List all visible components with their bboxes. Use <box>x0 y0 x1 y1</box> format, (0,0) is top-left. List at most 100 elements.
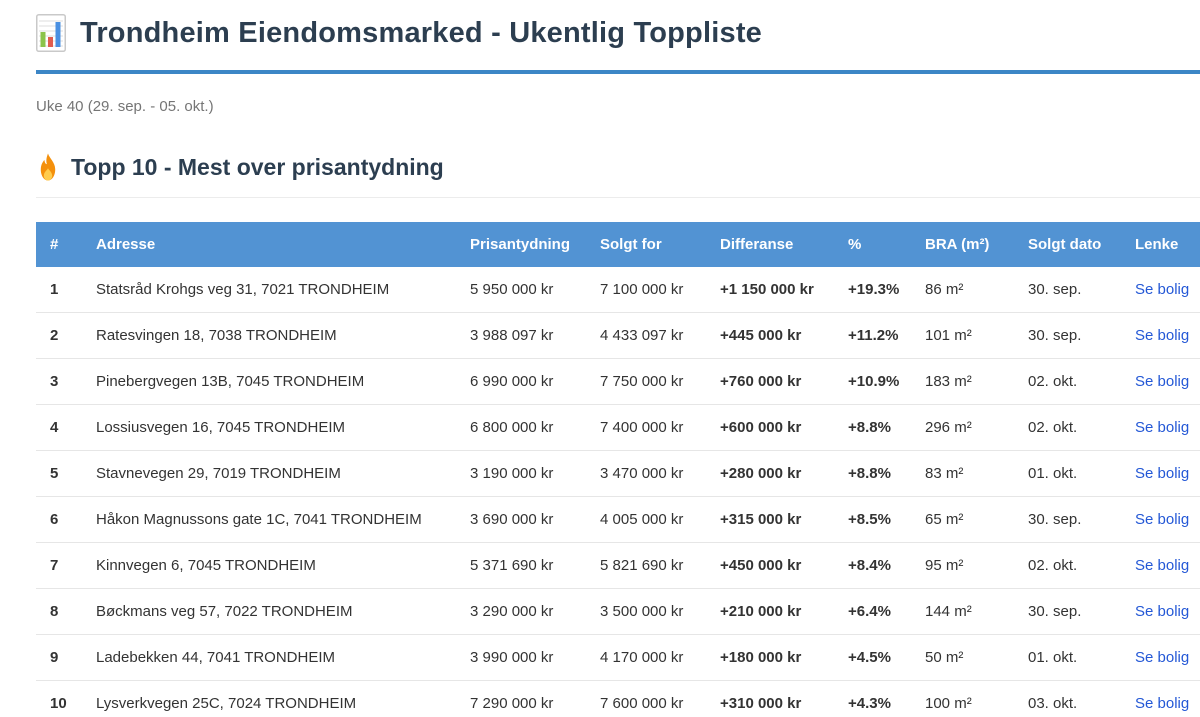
row-rank: 3 <box>36 358 96 405</box>
row-solgt-for: 5 821 690 kr <box>600 542 720 589</box>
table-row: 2 Ratesvingen 18, 7038 TRONDHEIM 3 988 0… <box>36 312 1200 359</box>
row-lenke-cell: Se bolig <box>1135 404 1200 451</box>
row-solgt-for: 4 433 097 kr <box>600 312 720 359</box>
row-bra: 100 m² <box>925 680 1028 717</box>
row-pct: +6.4% <box>848 588 925 635</box>
row-pct: +4.5% <box>848 634 925 681</box>
se-bolig-link[interactable]: Se bolig <box>1135 419 1190 436</box>
row-adresse: Bøckmans veg 57, 7022 TRONDHEIM <box>96 588 470 635</box>
se-bolig-link[interactable]: Se bolig <box>1135 695 1190 712</box>
header-divider <box>36 70 1200 74</box>
row-differanse: +600 000 kr <box>720 404 848 451</box>
row-differanse: +1 150 000 kr <box>720 267 848 313</box>
row-bra: 144 m² <box>925 588 1028 635</box>
row-pct: +10.9% <box>848 358 925 405</box>
table-header: # Adresse Prisantydning Solgt for Differ… <box>36 222 1200 267</box>
table-row: 3 Pinebergvegen 13B, 7045 TRONDHEIM 6 99… <box>36 358 1200 405</box>
row-differanse: +180 000 kr <box>720 634 848 681</box>
col-header-bra: BRA (m²) <box>925 222 1028 267</box>
row-pct: +8.8% <box>848 404 925 451</box>
table-row: 10 Lysverkvegen 25C, 7024 TRONDHEIM 7 29… <box>36 680 1200 717</box>
row-bra: 296 m² <box>925 404 1028 451</box>
row-rank: 9 <box>36 634 96 681</box>
se-bolig-link[interactable]: Se bolig <box>1135 557 1190 574</box>
row-adresse: Lossiusvegen 16, 7045 TRONDHEIM <box>96 404 470 451</box>
row-rank: 1 <box>36 267 96 313</box>
row-prisantydning: 3 290 000 kr <box>470 588 600 635</box>
se-bolig-link[interactable]: Se bolig <box>1135 327 1190 344</box>
row-solgt-for: 7 400 000 kr <box>600 404 720 451</box>
row-adresse: Ratesvingen 18, 7038 TRONDHEIM <box>96 312 470 359</box>
se-bolig-link[interactable]: Se bolig <box>1135 511 1190 528</box>
se-bolig-link[interactable]: Se bolig <box>1135 465 1190 482</box>
table-row: 4 Lossiusvegen 16, 7045 TRONDHEIM 6 800 … <box>36 404 1200 451</box>
row-adresse: Kinnvegen 6, 7045 TRONDHEIM <box>96 542 470 589</box>
row-differanse: +445 000 kr <box>720 312 848 359</box>
row-lenke-cell: Se bolig <box>1135 634 1200 681</box>
row-lenke-cell: Se bolig <box>1135 680 1200 717</box>
section-header: Topp 10 - Mest over prisantydning <box>36 153 1200 198</box>
col-header-lenke: Lenke <box>1135 222 1200 267</box>
row-rank: 2 <box>36 312 96 359</box>
row-adresse: Pinebergvegen 13B, 7045 TRONDHEIM <box>96 358 470 405</box>
row-solgt-dato: 30. sep. <box>1028 312 1135 359</box>
row-pct: +11.2% <box>848 312 925 359</box>
row-rank: 5 <box>36 450 96 497</box>
row-solgt-for: 7 100 000 kr <box>600 267 720 313</box>
row-solgt-dato: 30. sep. <box>1028 496 1135 543</box>
row-differanse: +450 000 kr <box>720 542 848 589</box>
se-bolig-link[interactable]: Se bolig <box>1135 649 1190 666</box>
table-row: 1 Statsråd Krohgs veg 31, 7021 TRONDHEIM… <box>36 267 1200 313</box>
row-prisantydning: 3 988 097 kr <box>470 312 600 359</box>
row-bra: 86 m² <box>925 267 1028 313</box>
row-lenke-cell: Se bolig <box>1135 450 1200 497</box>
row-rank: 10 <box>36 680 96 717</box>
row-solgt-dato: 30. sep. <box>1028 588 1135 635</box>
row-adresse: Stavnevegen 29, 7019 TRONDHEIM <box>96 450 470 497</box>
row-rank: 7 <box>36 542 96 589</box>
table-row: 9 Ladebekken 44, 7041 TRONDHEIM 3 990 00… <box>36 634 1200 681</box>
row-solgt-dato: 02. okt. <box>1028 542 1135 589</box>
row-solgt-for: 4 005 000 kr <box>600 496 720 543</box>
se-bolig-link[interactable]: Se bolig <box>1135 603 1190 620</box>
week-label: Uke 40 (29. sep. - 05. okt.) <box>36 98 214 115</box>
col-header-rank: # <box>36 222 96 267</box>
row-prisantydning: 3 990 000 kr <box>470 634 600 681</box>
row-bra: 83 m² <box>925 450 1028 497</box>
row-bra: 50 m² <box>925 634 1028 681</box>
bar-chart-icon <box>36 14 66 52</box>
row-solgt-dato: 01. okt. <box>1028 634 1135 681</box>
row-solgt-dato: 03. okt. <box>1028 680 1135 717</box>
row-pct: +4.3% <box>848 680 925 717</box>
row-bra: 95 m² <box>925 542 1028 589</box>
row-pct: +8.5% <box>848 496 925 543</box>
row-adresse: Statsråd Krohgs veg 31, 7021 TRONDHEIM <box>96 267 470 313</box>
row-pct: +8.8% <box>848 450 925 497</box>
row-solgt-for: 3 470 000 kr <box>600 450 720 497</box>
row-lenke-cell: Se bolig <box>1135 312 1200 359</box>
table-row: 6 Håkon Magnussons gate 1C, 7041 TRONDHE… <box>36 496 1200 543</box>
row-lenke-cell: Se bolig <box>1135 267 1200 313</box>
section-title: Topp 10 - Mest over prisantydning <box>71 154 444 180</box>
se-bolig-link[interactable]: Se bolig <box>1135 373 1190 390</box>
table-row: 5 Stavnevegen 29, 7019 TRONDHEIM 3 190 0… <box>36 450 1200 497</box>
row-prisantydning: 6 990 000 kr <box>470 358 600 405</box>
row-prisantydning: 3 190 000 kr <box>470 450 600 497</box>
col-header-adresse: Adresse <box>96 222 470 267</box>
row-solgt-for: 7 600 000 kr <box>600 680 720 717</box>
row-lenke-cell: Se bolig <box>1135 358 1200 405</box>
row-solgt-for: 3 500 000 kr <box>600 588 720 635</box>
toplist-table: # Adresse Prisantydning Solgt for Differ… <box>36 222 1200 717</box>
row-prisantydning: 5 950 000 kr <box>470 267 600 313</box>
page-header: Trondheim Eiendomsmarked - Ukentlig Topp… <box>36 0 1200 52</box>
row-differanse: +315 000 kr <box>720 496 848 543</box>
row-lenke-cell: Se bolig <box>1135 588 1200 635</box>
row-solgt-dato: 02. okt. <box>1028 404 1135 451</box>
row-differanse: +210 000 kr <box>720 588 848 635</box>
row-prisantydning: 7 290 000 kr <box>470 680 600 717</box>
se-bolig-link[interactable]: Se bolig <box>1135 281 1190 298</box>
table-row: 8 Bøckmans veg 57, 7022 TRONDHEIM 3 290 … <box>36 588 1200 635</box>
row-adresse: Håkon Magnussons gate 1C, 7041 TRONDHEIM <box>96 496 470 543</box>
row-lenke-cell: Se bolig <box>1135 542 1200 589</box>
